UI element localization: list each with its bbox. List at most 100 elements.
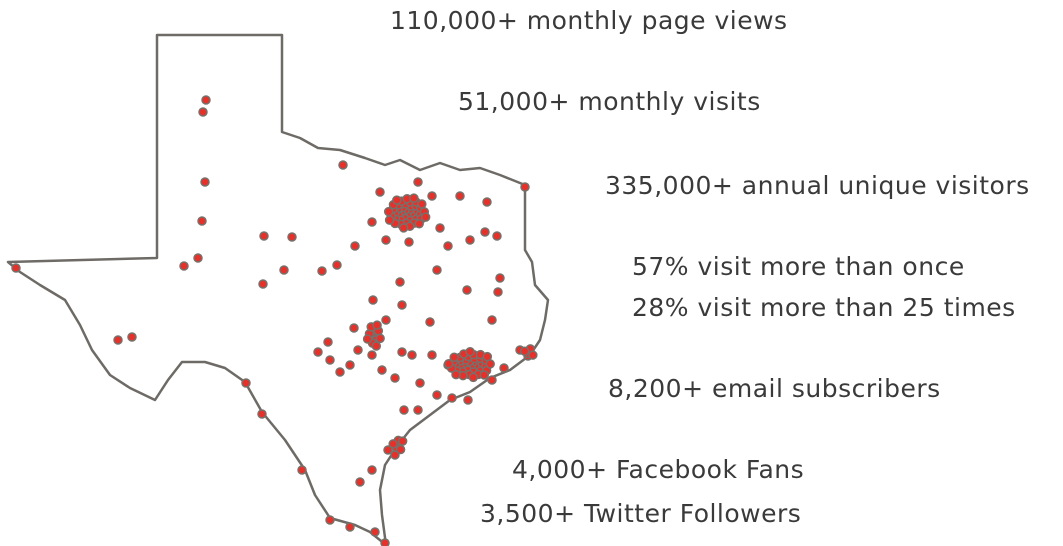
location-dot [404, 237, 414, 247]
location-dot [397, 436, 408, 446]
stat: 4,000+ Facebook Fans [512, 455, 804, 484]
location-dot [383, 445, 393, 455]
location-dot [193, 253, 203, 263]
location-dot [443, 358, 454, 369]
location-dot [375, 333, 385, 344]
location-dot [11, 263, 21, 273]
location-dot [397, 347, 407, 357]
location-dot [380, 538, 390, 546]
location-dot [487, 375, 497, 385]
location-dot [395, 277, 405, 287]
location-dot [465, 235, 475, 245]
location-dot [427, 191, 437, 201]
location-dot [409, 193, 419, 203]
stat: 3,500+ Twitter Followers [480, 499, 801, 528]
location-dot [395, 444, 406, 455]
location-dot [495, 273, 505, 283]
location-dot [519, 346, 530, 356]
location-dot [372, 320, 382, 330]
location-dot [279, 265, 289, 275]
location-dot [258, 279, 268, 289]
location-dot [451, 369, 461, 380]
stat: 28% visit more than 25 times [632, 293, 1016, 322]
location-dot [392, 195, 402, 205]
location-dot [259, 231, 269, 241]
location-dot [447, 393, 457, 403]
location-dot [370, 527, 380, 537]
location-dot [201, 95, 211, 105]
location-dot [349, 323, 359, 333]
location-dot [415, 378, 425, 388]
location-dot [257, 409, 267, 419]
location-dot [435, 223, 445, 233]
location-dot [399, 405, 409, 415]
location-dot [465, 346, 475, 357]
location-dot [332, 260, 342, 270]
location-dot [197, 216, 207, 226]
location-dot [443, 241, 453, 251]
location-dot [375, 187, 385, 197]
location-dot [420, 212, 431, 222]
location-dot [492, 231, 502, 241]
location-dot [449, 352, 459, 362]
location-dot [425, 317, 435, 327]
location-dot [313, 347, 323, 357]
location-dot [345, 522, 355, 532]
location-dot [432, 265, 442, 275]
location-dot [397, 300, 407, 310]
location-dot [417, 199, 427, 209]
location-dot [377, 365, 387, 375]
location-dot [414, 218, 424, 229]
location-dot [413, 177, 423, 187]
location-dot [482, 351, 493, 362]
location-dot [462, 285, 472, 295]
location-dot [179, 261, 189, 271]
location-dot [487, 315, 497, 325]
location-dot [432, 390, 442, 400]
location-dot [338, 160, 348, 170]
location-dot [381, 235, 391, 245]
location-dot [368, 295, 378, 305]
location-dot [427, 350, 437, 360]
location-dot [381, 315, 391, 325]
location-dot [398, 223, 409, 233]
location-dot [482, 197, 492, 207]
location-dot [383, 206, 394, 217]
location-dot [367, 217, 377, 227]
location-dot [325, 355, 335, 365]
location-dot [355, 477, 365, 487]
location-dot [390, 373, 400, 383]
location-dot [384, 215, 395, 225]
location-dot [345, 360, 355, 370]
location-dot [198, 107, 208, 117]
location-dot [480, 227, 490, 237]
location-dot [323, 337, 333, 347]
location-dot [371, 341, 382, 351]
location-dot [463, 395, 473, 405]
stat: 51,000+ monthly visits [458, 87, 761, 116]
stat: 8,200+ email subscribers [608, 374, 941, 403]
location-dot [335, 367, 345, 377]
location-dot [297, 465, 307, 475]
location-dot [367, 465, 377, 475]
stat: 335,000+ annual unique visitors [605, 171, 1030, 200]
location-dot [241, 378, 251, 388]
location-dot [499, 363, 509, 373]
location-dot [493, 287, 503, 297]
location-dot [350, 241, 360, 251]
dots [11, 95, 538, 546]
location-dot [325, 515, 335, 525]
location-dot [317, 266, 327, 276]
location-dot [353, 345, 363, 355]
location-dot [468, 372, 479, 383]
location-dot [479, 370, 489, 380]
location-dot [455, 191, 465, 201]
location-dot [113, 335, 123, 345]
location-dot [407, 350, 417, 360]
stat: 57% visit more than once [632, 252, 965, 281]
location-dot [388, 439, 398, 449]
location-dot [367, 350, 377, 360]
location-dot [520, 182, 530, 192]
location-dot [287, 232, 297, 242]
